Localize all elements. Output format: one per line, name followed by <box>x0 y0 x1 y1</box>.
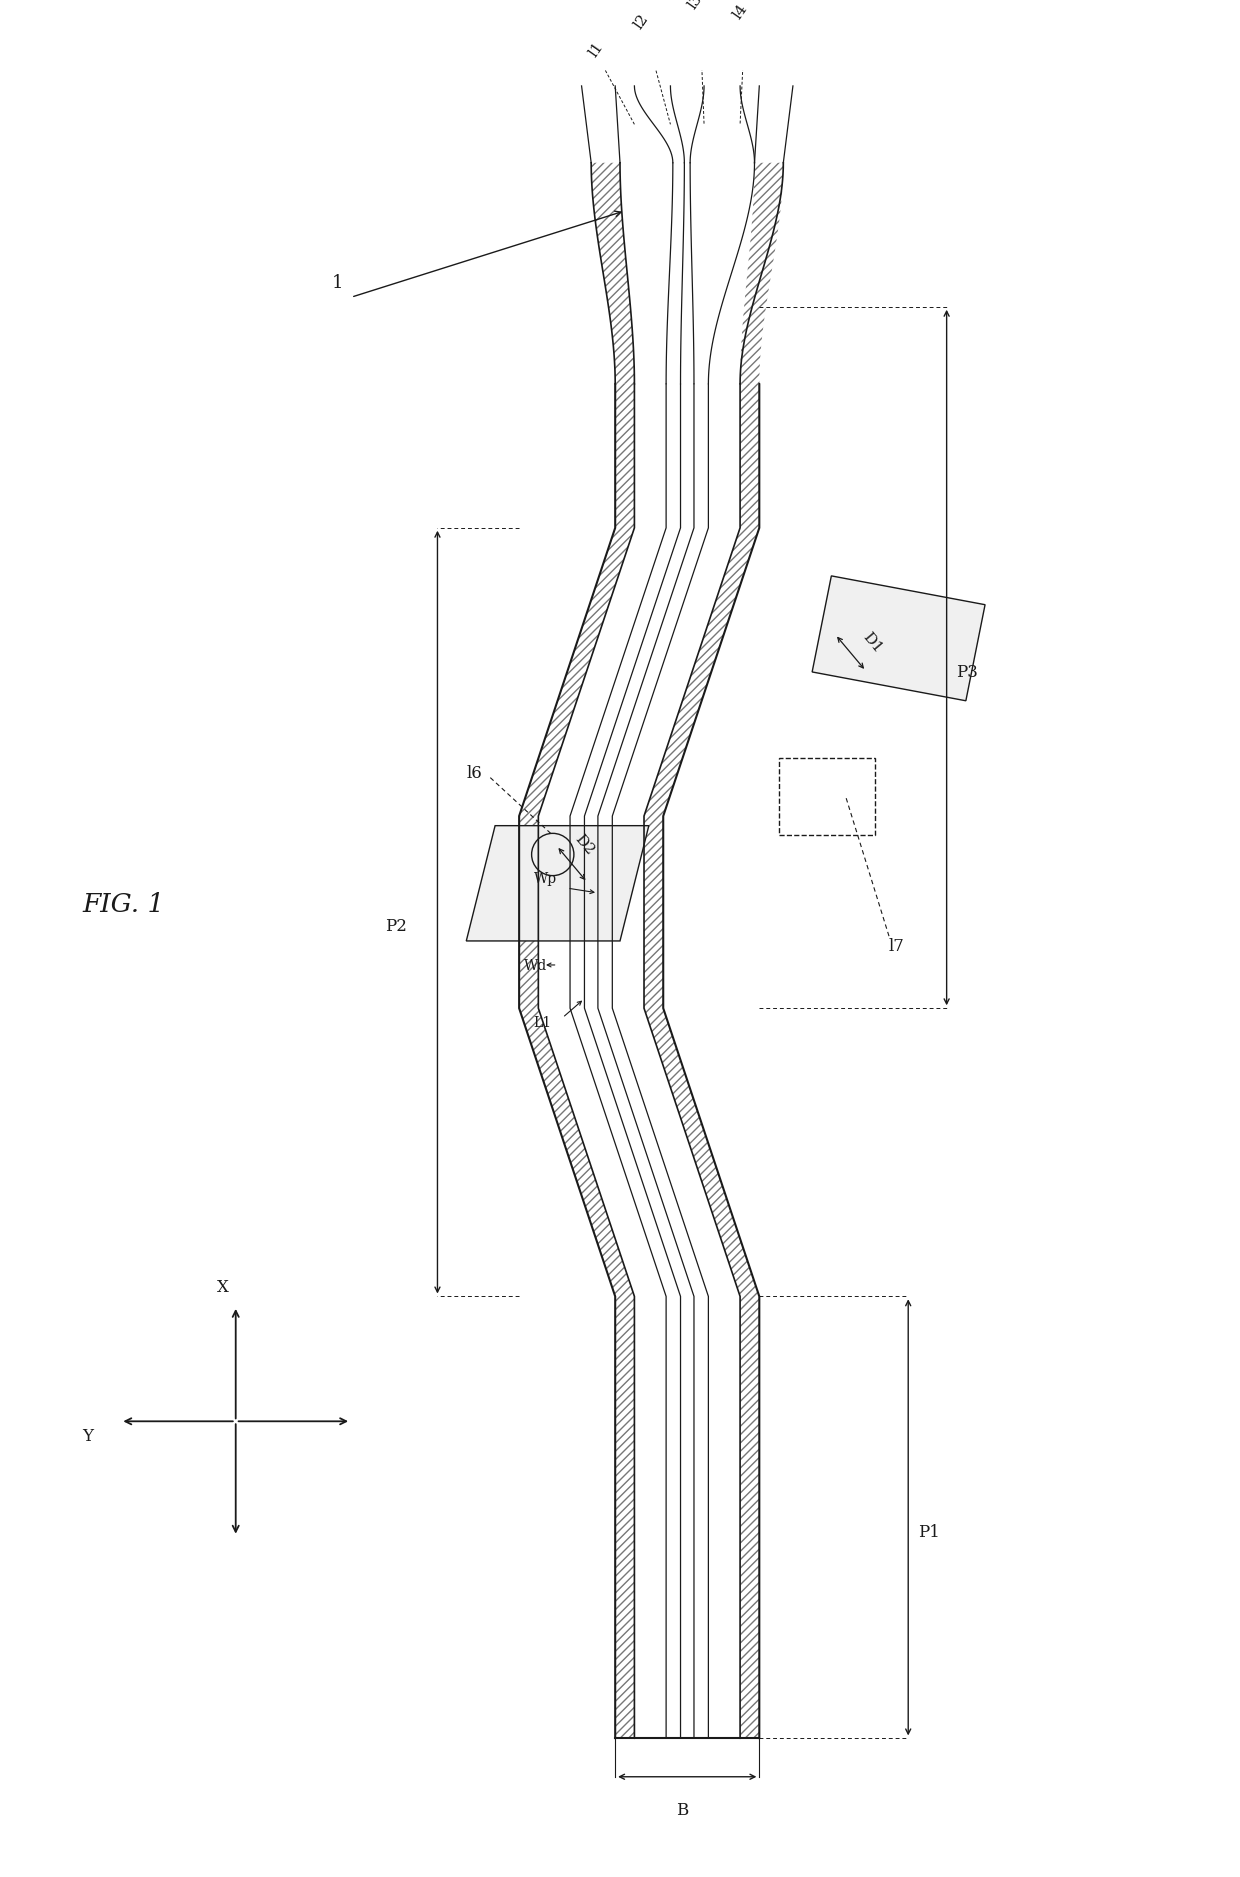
Text: l2: l2 <box>631 11 651 32</box>
Text: l1: l1 <box>587 39 606 60</box>
Text: D1: D1 <box>861 631 885 655</box>
Text: L1: L1 <box>533 1017 552 1030</box>
Text: 1: 1 <box>332 274 343 291</box>
Text: l3: l3 <box>686 0 706 11</box>
Text: P1: P1 <box>918 1524 940 1541</box>
Text: l7: l7 <box>889 937 905 955</box>
Text: l6: l6 <box>466 764 482 781</box>
Text: P3: P3 <box>956 664 978 681</box>
Text: l4: l4 <box>730 2 750 23</box>
Bar <box>779 758 874 835</box>
Polygon shape <box>466 826 649 940</box>
Text: Wp: Wp <box>533 873 557 886</box>
Text: P2: P2 <box>384 918 407 935</box>
Text: X: X <box>217 1278 228 1295</box>
Polygon shape <box>812 576 985 700</box>
Text: Wd: Wd <box>525 959 547 972</box>
Text: FIG. 1: FIG. 1 <box>82 892 164 918</box>
Text: Y: Y <box>82 1428 93 1445</box>
Text: D2: D2 <box>572 832 596 858</box>
Text: B: B <box>676 1802 688 1819</box>
